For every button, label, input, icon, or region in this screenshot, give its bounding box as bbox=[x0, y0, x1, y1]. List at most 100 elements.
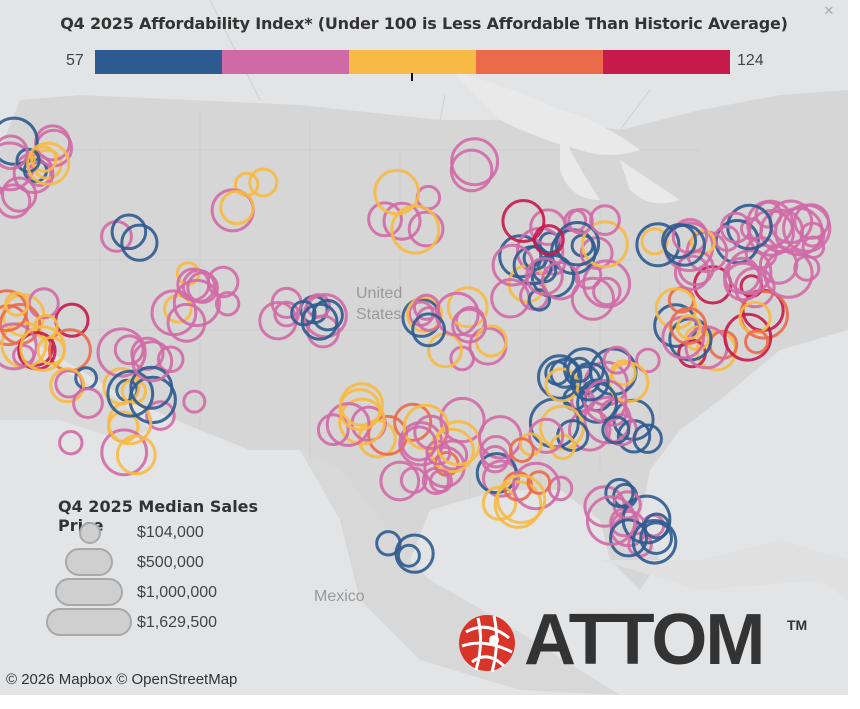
market-bubble[interactable] bbox=[30, 145, 58, 173]
market-bubble[interactable] bbox=[493, 480, 543, 529]
market-bubble[interactable] bbox=[511, 461, 561, 511]
market-bubble[interactable] bbox=[669, 306, 708, 345]
market-bubble[interactable] bbox=[396, 543, 421, 568]
market-bubble[interactable] bbox=[110, 213, 148, 251]
market-bubble[interactable] bbox=[19, 325, 66, 372]
market-bubble[interactable] bbox=[509, 437, 535, 464]
market-bubble[interactable] bbox=[528, 417, 565, 454]
market-bubble[interactable] bbox=[0, 116, 39, 166]
market-bubble[interactable] bbox=[421, 466, 450, 495]
market-bubble[interactable] bbox=[738, 300, 772, 335]
market-bubble[interactable] bbox=[758, 245, 799, 285]
market-bubble[interactable] bbox=[480, 445, 510, 474]
market-bubble[interactable] bbox=[602, 345, 632, 375]
market-bubble[interactable] bbox=[491, 243, 535, 287]
market-bubble[interactable] bbox=[632, 423, 663, 454]
market-bubble[interactable] bbox=[115, 434, 157, 476]
market-bubble[interactable] bbox=[582, 259, 632, 309]
market-bubble[interactable] bbox=[300, 302, 339, 341]
market-bubble[interactable] bbox=[639, 521, 673, 555]
market-bubble[interactable] bbox=[0, 134, 29, 171]
market-bubble[interactable] bbox=[379, 460, 421, 502]
market-bubble[interactable] bbox=[128, 375, 177, 425]
market-bubble[interactable] bbox=[429, 469, 453, 494]
market-bubble[interactable] bbox=[325, 402, 371, 447]
market-bubble[interactable] bbox=[570, 361, 610, 402]
market-bubble[interactable] bbox=[566, 356, 593, 383]
market-bubble[interactable] bbox=[72, 387, 104, 420]
market-bubble[interactable] bbox=[604, 477, 635, 509]
market-bubble[interactable] bbox=[527, 288, 552, 312]
map-frame[interactable]: ✕ Q4 2025 Affordability Index* (Under 10… bbox=[0, 0, 848, 695]
market-bubble[interactable] bbox=[113, 334, 145, 366]
market-bubble[interactable] bbox=[129, 365, 174, 410]
market-bubble[interactable] bbox=[407, 210, 445, 248]
market-bubble[interactable] bbox=[96, 327, 147, 378]
market-bubble[interactable] bbox=[451, 307, 488, 344]
market-bubble[interactable] bbox=[532, 224, 565, 256]
market-bubble[interactable] bbox=[338, 397, 386, 446]
market-bubble[interactable] bbox=[0, 322, 38, 371]
map-canvas[interactable] bbox=[0, 0, 848, 695]
market-bubble[interactable] bbox=[411, 312, 447, 348]
market-bubble[interactable] bbox=[640, 227, 669, 256]
market-bubble[interactable] bbox=[673, 254, 711, 291]
market-bubble[interactable] bbox=[581, 220, 629, 269]
market-bubble[interactable] bbox=[635, 222, 681, 268]
market-bubble[interactable] bbox=[585, 495, 637, 546]
market-bubble[interactable] bbox=[120, 223, 159, 262]
market-bubble[interactable] bbox=[1, 176, 38, 213]
market-bubble[interactable] bbox=[449, 148, 494, 193]
market-bubble[interactable] bbox=[635, 347, 661, 374]
market-bubble[interactable] bbox=[145, 400, 176, 431]
market-bubble[interactable] bbox=[723, 312, 773, 362]
market-bubble[interactable] bbox=[719, 211, 752, 244]
map-attribution[interactable]: © 2026 Mapbox © OpenStreetMap bbox=[6, 671, 238, 688]
market-bubble[interactable] bbox=[49, 367, 86, 404]
market-bubble[interactable] bbox=[163, 294, 193, 324]
market-bubble[interactable] bbox=[107, 400, 153, 446]
market-bubble[interactable] bbox=[172, 278, 221, 328]
market-bubble[interactable] bbox=[498, 234, 543, 279]
close-icon[interactable]: ✕ bbox=[823, 3, 835, 18]
market-bubble[interactable] bbox=[544, 367, 580, 403]
market-bubble[interactable] bbox=[782, 203, 832, 253]
market-bubble[interactable] bbox=[763, 248, 814, 299]
market-bubble[interactable] bbox=[450, 137, 500, 187]
market-bubble[interactable] bbox=[592, 276, 622, 307]
market-bubble[interactable] bbox=[744, 329, 770, 355]
market-bubble[interactable] bbox=[537, 354, 583, 400]
market-bubble[interactable] bbox=[539, 404, 585, 451]
market-bubble[interactable] bbox=[601, 415, 631, 445]
market-bubble[interactable] bbox=[554, 221, 601, 267]
market-bubble[interactable] bbox=[496, 474, 547, 525]
market-bubble[interactable] bbox=[570, 276, 616, 321]
market-bubble[interactable] bbox=[394, 533, 435, 574]
market-bubble[interactable] bbox=[150, 289, 198, 337]
market-bubble[interactable] bbox=[273, 300, 300, 328]
market-bubble[interactable] bbox=[311, 299, 344, 332]
market-bubble[interactable] bbox=[338, 388, 382, 431]
market-bubble[interactable] bbox=[406, 295, 443, 333]
market-bubble[interactable] bbox=[316, 413, 350, 447]
market-bubble[interactable] bbox=[26, 141, 71, 186]
market-bubble[interactable] bbox=[723, 261, 763, 302]
market-bubble[interactable] bbox=[793, 254, 821, 282]
market-bubble[interactable] bbox=[754, 200, 783, 229]
market-bubble[interactable] bbox=[413, 414, 449, 450]
market-bubble[interactable] bbox=[774, 206, 824, 257]
market-bubble[interactable] bbox=[568, 408, 612, 452]
market-bubble[interactable] bbox=[219, 189, 255, 226]
market-bubble[interactable] bbox=[482, 459, 521, 498]
market-bubble[interactable] bbox=[799, 221, 826, 248]
market-bubble[interactable] bbox=[214, 291, 241, 317]
market-bubble[interactable] bbox=[631, 519, 678, 565]
market-bubble[interactable] bbox=[4, 291, 30, 317]
market-bubble[interactable] bbox=[437, 439, 469, 471]
market-bubble[interactable] bbox=[425, 439, 452, 466]
market-bubble[interactable] bbox=[156, 345, 185, 374]
market-bubble[interactable] bbox=[583, 395, 632, 445]
market-bubble[interactable] bbox=[182, 389, 207, 414]
market-bubble[interactable] bbox=[382, 201, 422, 241]
market-bubble[interactable] bbox=[106, 369, 155, 418]
